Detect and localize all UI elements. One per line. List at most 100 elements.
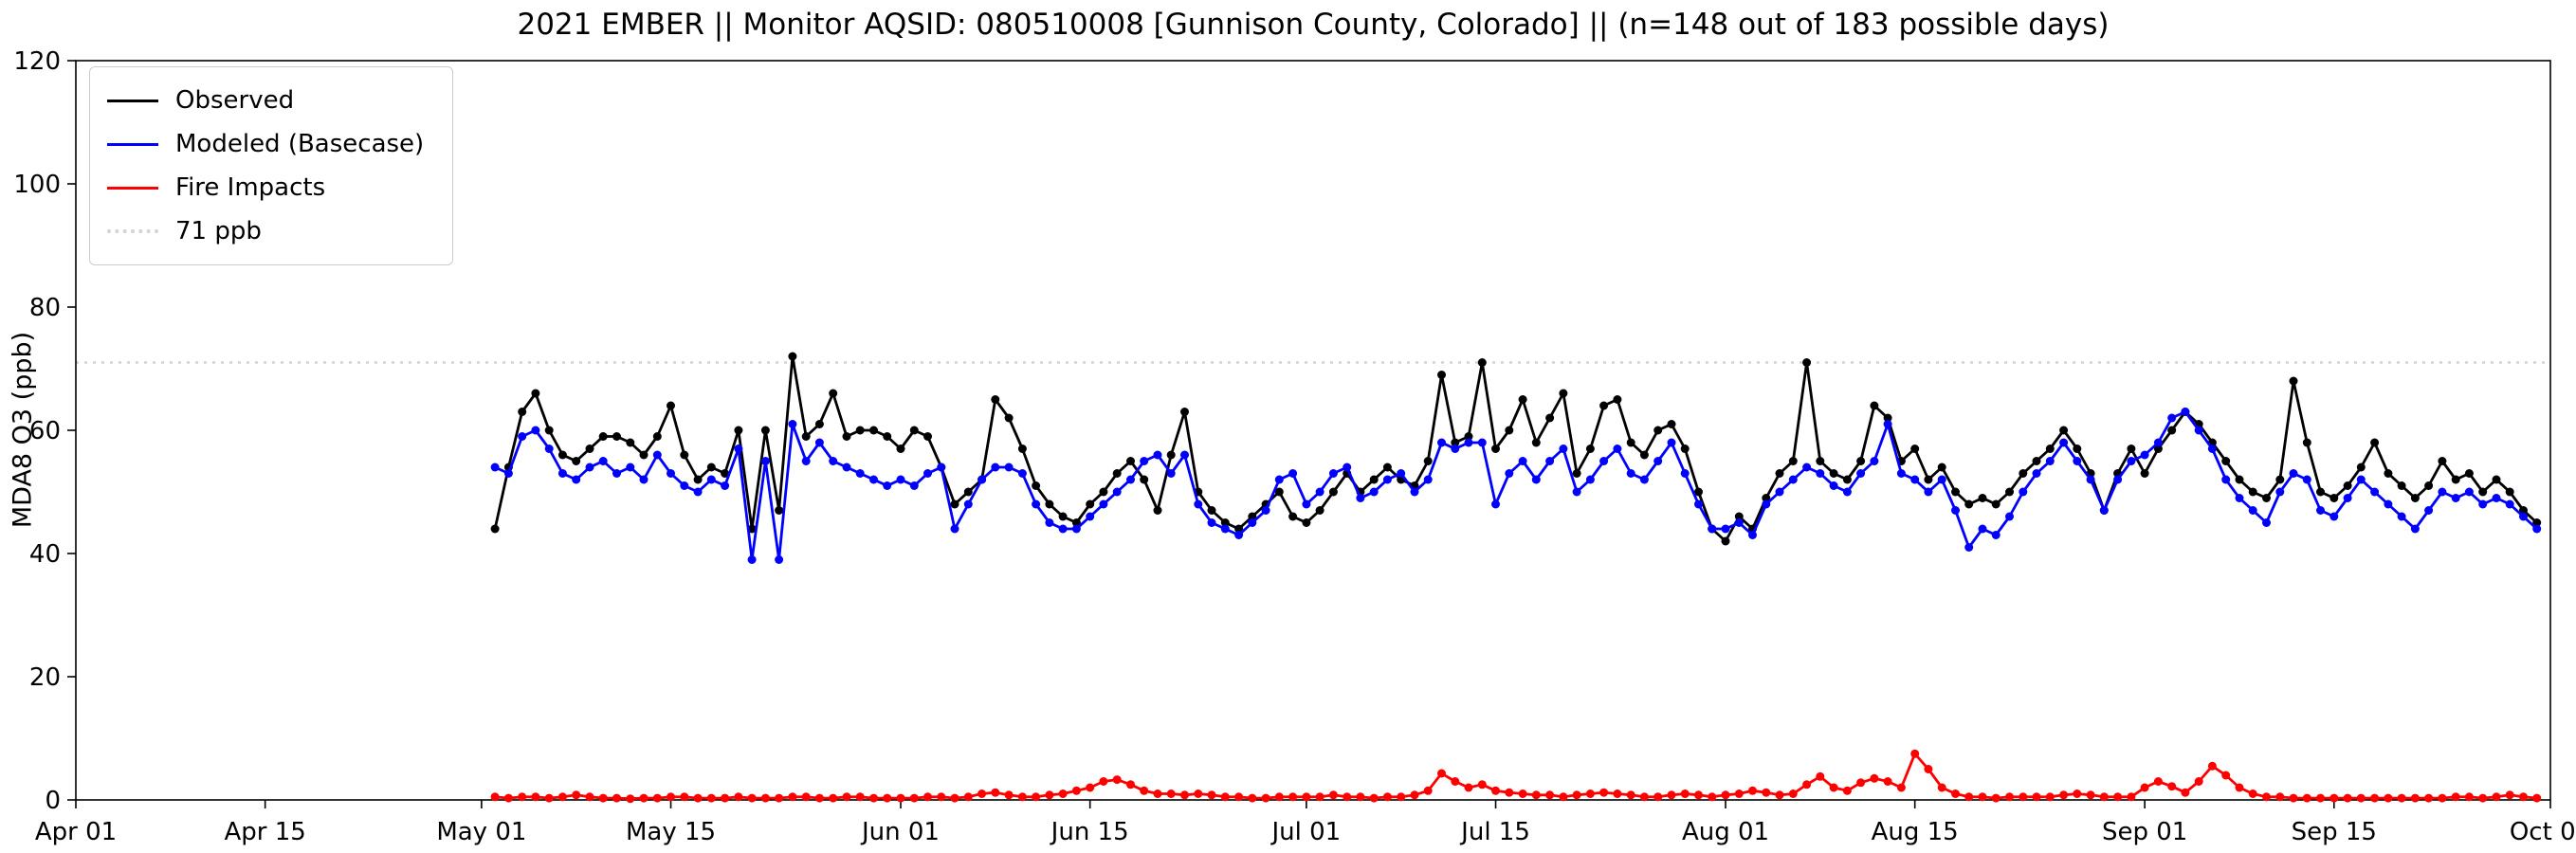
modeled-basecase-point bbox=[544, 445, 554, 453]
fire-impacts-point bbox=[801, 792, 811, 802]
modeled-line-swatch bbox=[107, 142, 158, 146]
fire-impacts-point bbox=[760, 793, 770, 803]
observed-point bbox=[1112, 469, 1122, 478]
modeled-basecase-point bbox=[2262, 518, 2271, 527]
fire-impacts-point bbox=[896, 793, 905, 803]
fire-impacts-point bbox=[1274, 792, 1284, 802]
fire-impacts-point bbox=[1234, 792, 1244, 802]
modeled-basecase-point bbox=[2221, 475, 2231, 484]
legend-label-observed: Observed bbox=[175, 86, 295, 115]
fire-impacts-point bbox=[2384, 793, 2393, 803]
observed-point bbox=[1491, 445, 1500, 453]
y-tick-label: 0 bbox=[45, 787, 61, 815]
observed-point bbox=[1775, 469, 1784, 478]
observed-point bbox=[869, 426, 878, 435]
fire-impacts-point bbox=[2045, 792, 2055, 802]
modeled-basecase-point bbox=[2397, 512, 2406, 521]
observed-point bbox=[693, 475, 703, 484]
fire-impacts-point bbox=[1505, 788, 1514, 797]
fire-impacts-point bbox=[855, 792, 865, 802]
observed-point bbox=[1234, 524, 1244, 534]
fire-impacts-point bbox=[2032, 792, 2041, 802]
modeled-basecase-point bbox=[1775, 487, 1784, 497]
observed-point bbox=[2262, 494, 2271, 502]
fire-impacts-point bbox=[1964, 792, 1974, 802]
observed-point bbox=[1058, 512, 1068, 521]
fire-impacts-point bbox=[2438, 793, 2447, 803]
x-tick-label: Aug 15 bbox=[1872, 818, 1959, 846]
fire-impacts-point bbox=[2019, 792, 2028, 802]
modeled-basecase-point bbox=[1991, 531, 2001, 539]
fire-impacts-point bbox=[1045, 790, 1054, 800]
fire-impacts-point bbox=[963, 792, 973, 802]
modeled-basecase-point bbox=[1194, 499, 1203, 509]
modeled-basecase-point bbox=[1599, 457, 1609, 465]
fire-impacts-point bbox=[585, 792, 594, 802]
fire-impacts-point bbox=[2464, 792, 2474, 802]
fire-impacts-point bbox=[2289, 793, 2298, 803]
modeled-basecase-point bbox=[572, 475, 581, 484]
observed-point bbox=[1680, 445, 1690, 453]
legend-label-fire: Fire Impacts bbox=[175, 173, 326, 202]
observed-point bbox=[2127, 445, 2136, 453]
x-tick-label: Sep 15 bbox=[2292, 818, 2377, 846]
observed-point bbox=[1937, 463, 1946, 472]
fire-impacts-point bbox=[1207, 790, 1216, 800]
fire-impacts-point bbox=[1518, 789, 1527, 798]
modeled-basecase-point bbox=[1437, 438, 1446, 447]
fire-impacts-point bbox=[1545, 790, 1555, 800]
modeled-basecase-point bbox=[2113, 475, 2123, 484]
fire-impacts-point bbox=[1572, 790, 1581, 800]
fire-impacts-point bbox=[2167, 782, 2177, 791]
observed-point bbox=[1991, 499, 2001, 509]
fire-impacts-point bbox=[572, 790, 581, 800]
observed-point bbox=[652, 432, 662, 441]
modeled-basecase-point bbox=[1126, 475, 1135, 484]
modeled-basecase-point bbox=[1491, 499, 1500, 509]
fire-impacts-point bbox=[923, 792, 932, 802]
observed-point bbox=[1816, 457, 1825, 465]
modeled-basecase-point bbox=[1464, 438, 1473, 447]
modeled-basecase-point bbox=[531, 426, 540, 435]
observed-point bbox=[1126, 457, 1135, 465]
modeled-basecase-point bbox=[1140, 457, 1149, 465]
modeled-basecase-point bbox=[1531, 475, 1541, 484]
fire-impacts-point bbox=[1896, 783, 1906, 792]
fire-impacts-point bbox=[1667, 790, 1676, 800]
observed-point bbox=[1842, 475, 1852, 484]
x-tick-label: May 01 bbox=[436, 818, 526, 846]
modeled-basecase-point bbox=[1856, 469, 1866, 478]
fire-impacts-point bbox=[2302, 793, 2311, 803]
modeled-basecase-point bbox=[1613, 445, 1622, 453]
fire-impacts-point bbox=[2086, 790, 2095, 800]
observed-point bbox=[2302, 438, 2311, 447]
modeled-basecase-point bbox=[1166, 469, 1176, 478]
fire-impacts-point bbox=[1112, 775, 1122, 785]
modeled-basecase-point bbox=[1207, 518, 1216, 527]
modeled-basecase-point bbox=[2073, 457, 2082, 465]
modeled-basecase-point bbox=[1071, 524, 1081, 534]
x-tick-label: Jul 01 bbox=[1270, 818, 1342, 846]
modeled-basecase-point bbox=[693, 487, 703, 497]
fire-impacts-point bbox=[1004, 790, 1014, 800]
modeled-basecase-point bbox=[760, 457, 770, 465]
fire-line-swatch bbox=[107, 186, 158, 190]
fire-impacts-point bbox=[667, 792, 675, 802]
observed-point bbox=[1153, 506, 1162, 515]
fire-impacts-point bbox=[1721, 790, 1730, 800]
fire-impacts-point bbox=[2410, 793, 2420, 803]
modeled-basecase-point bbox=[1816, 469, 1825, 478]
modeled-basecase-point bbox=[2478, 499, 2488, 509]
modeled-basecase-point bbox=[1410, 487, 1419, 497]
y-tick-label: 20 bbox=[29, 663, 61, 692]
modeled-basecase-point bbox=[1694, 499, 1703, 509]
observed-point bbox=[518, 408, 527, 416]
y-tick-label: 40 bbox=[29, 540, 61, 569]
fire-impacts-point bbox=[1356, 792, 1365, 802]
observed-point bbox=[1667, 420, 1676, 428]
observed-point bbox=[1572, 469, 1581, 478]
observed-point bbox=[950, 499, 959, 509]
fire-impacts-point bbox=[2181, 788, 2190, 797]
modeled-basecase-point bbox=[1653, 457, 1663, 465]
